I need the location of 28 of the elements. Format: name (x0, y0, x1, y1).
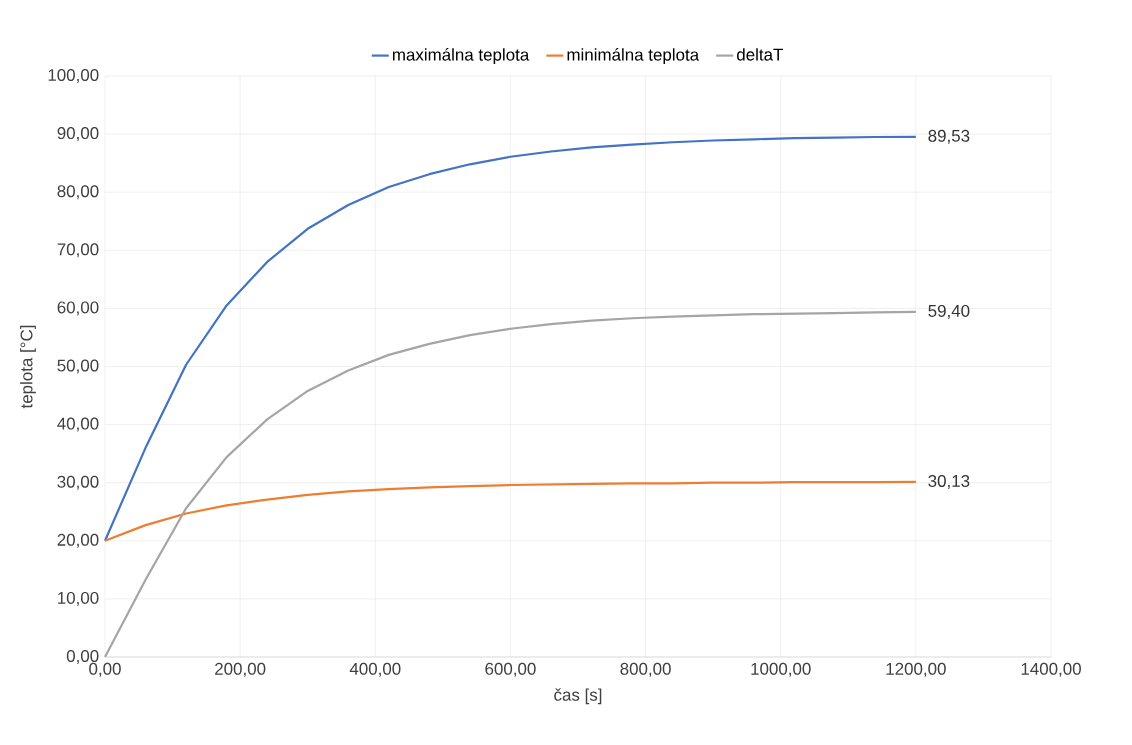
x-axis-title: čas [s] (554, 688, 602, 705)
y-tick-label: 20,00 (57, 533, 99, 548)
x-tick-label: 200,00 (215, 662, 266, 677)
legend-label: minimálna teplota (567, 48, 700, 65)
y-tick-label: 90,00 (57, 127, 99, 142)
y-tick-label: 70,00 (57, 243, 99, 258)
y-tick-label: 60,00 (57, 301, 99, 316)
legend-label: maximálna teplota (392, 48, 530, 65)
data-label: 59,40 (928, 304, 970, 319)
data-label: 30,13 (928, 474, 970, 489)
y-tick-label: 0,00 (66, 650, 99, 664)
y-tick-label: 80,00 (57, 185, 99, 200)
x-tick-label: 800,00 (620, 662, 671, 677)
y-axis-title: teplota [°C] (20, 325, 36, 409)
x-tick-label: 1200,00 (886, 662, 946, 677)
y-tick-label: 50,00 (57, 359, 99, 374)
x-tick-label: 0,00 (89, 662, 121, 677)
x-tick-label: 400,00 (349, 662, 401, 677)
y-tick-label: 30,00 (57, 475, 99, 490)
y-tick-label: 40,00 (57, 417, 99, 432)
y-tick-label: 100,00 (48, 68, 99, 83)
x-tick-label: 1000,00 (751, 662, 811, 677)
x-tick-label: 1400,00 (1021, 662, 1081, 677)
y-tick-label: 10,00 (58, 591, 99, 606)
line-series (103, 135, 917, 542)
legend-label: deltaT (737, 48, 783, 61)
data-label: 89,53 (928, 129, 970, 144)
x-tick-label: 600,00 (485, 662, 536, 677)
